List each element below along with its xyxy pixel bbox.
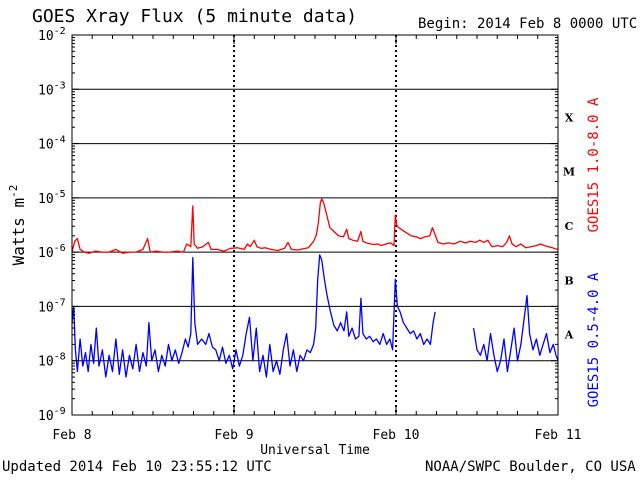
y-tick-label: 10-4 [38,135,66,153]
x-tick-label: Feb 10 [373,428,420,443]
legend-short-channel: GOES15 0.5-4.0 A [586,272,602,407]
y-tick-label: 10-8 [38,352,66,370]
begin-time-label: Begin: 2014 Feb 8 0000 UTC [418,16,638,32]
updated-timestamp: Updated 2014 Feb 10 23:55:12 UTC [2,459,272,475]
y-tick-label-base: 10 [38,29,54,44]
flare-class-label: B [564,274,573,287]
y-tick-label-exponent: -5 [54,189,66,200]
x-axis-label: Universal Time [260,443,370,458]
series-layer [71,198,559,378]
flare-class-label: M [563,166,575,179]
y-tick-label-base: 10 [38,246,54,261]
y-tick-label: 10-6 [38,243,66,261]
y-axis-label-exponent: -2 [7,185,20,198]
y-axis-label-base: Watts m [9,198,28,265]
y-tick-label-exponent: -7 [54,297,66,308]
x-tick-label: Feb 11 [535,428,582,443]
y-tick-label: 10-2 [38,26,66,44]
credit-label: NOAA/SWPC Boulder, CO USA [425,459,636,475]
flare-class-label: C [565,220,574,233]
flare-class-label: X [565,111,574,124]
y-tick-label-base: 10 [38,83,54,98]
y-tick-label-base: 10 [38,192,54,207]
y-tick-label: 10-3 [38,80,66,98]
y-tick-label-exponent: -8 [54,352,66,363]
y-tick-label-exponent: -9 [54,406,66,417]
y-tick-label: 10-5 [38,189,66,207]
y-tick-label-exponent: -3 [54,80,66,91]
y-tick-label-exponent: -2 [54,26,66,37]
series-line-short [71,254,559,378]
series-line-long [71,198,559,254]
y-tick-label-base: 10 [38,138,54,153]
chart-title: GOES Xray Flux (5 minute data) [32,6,358,27]
x-tick-label: Feb 8 [52,428,91,443]
y-tick-label-base: 10 [38,355,54,370]
x-tick-label: Feb 9 [214,428,253,443]
y-tick-label-exponent: -6 [54,243,66,254]
flare-class-label: A [564,329,574,342]
y-axis-label: Watts m-2 [7,185,28,266]
y-tick-label-base: 10 [38,300,54,315]
y-tick-label-exponent: -4 [54,135,66,146]
y-tick-label: 10-7 [38,297,66,315]
y-tick-label-base: 10 [38,409,54,424]
legend-long-channel: GOES15 1.0-8.0 A [586,97,602,232]
y-tick-label: 10-9 [38,406,66,424]
